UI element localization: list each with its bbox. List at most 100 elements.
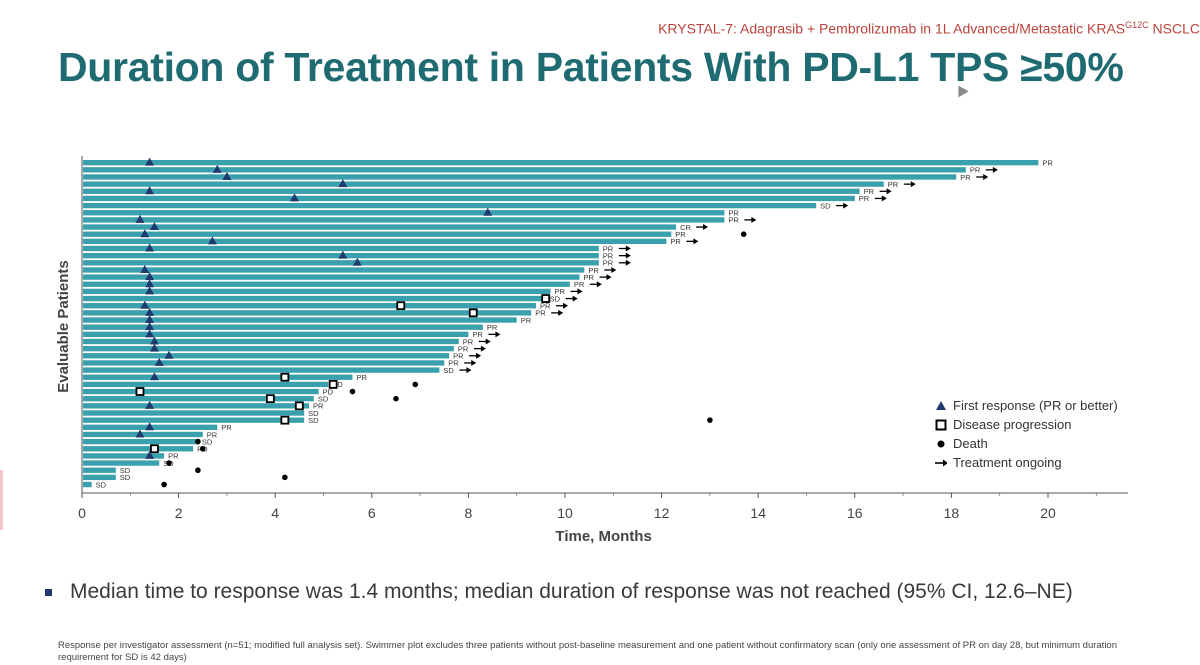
x-tick-label: 8: [465, 505, 473, 521]
patient-bar: [83, 331, 469, 338]
ongoing-arrow-icon: [572, 295, 578, 302]
response-label: PR: [960, 173, 971, 182]
page-title: Duration of Treatment in Patients With P…: [58, 44, 1124, 90]
response-label: SD: [308, 416, 319, 425]
swimmer-chart: 0 2 4 6 8 10 12 14 16 18 20 Time, Months Evaluable P…: [55, 156, 1128, 545]
triangle-icon: [935, 400, 947, 411]
first-response-marker: [135, 214, 145, 223]
first-response-marker: [145, 307, 155, 316]
progression-marker: [541, 294, 551, 303]
dot-icon: [935, 438, 947, 450]
patient-bar: [83, 360, 445, 366]
ongoing-arrow-icon: [625, 259, 631, 266]
patient-bar: [83, 288, 551, 295]
death-marker: [166, 460, 172, 466]
first-response-marker: [145, 450, 155, 459]
patient-bar: [83, 453, 165, 459]
legend-progression-label: Disease progression: [953, 417, 1072, 432]
death-marker: [412, 381, 419, 388]
response-label: PR: [453, 352, 464, 361]
response-label: SD: [202, 437, 213, 446]
death-marker: [161, 481, 167, 488]
death-marker: [195, 438, 201, 445]
legend-ongoing: Treatment ongoing: [935, 453, 1118, 472]
progression-marker: [265, 394, 275, 404]
patient-bar: [83, 317, 517, 323]
square-icon: [935, 419, 947, 431]
ongoing-arrow-icon: [596, 281, 602, 288]
first-response-marker: [212, 164, 222, 173]
first-response-marker: [140, 229, 150, 238]
patient-bar: [83, 231, 672, 237]
summary-text: Median time to response was 1.4 months; …: [70, 580, 1073, 603]
patient-bar: [83, 474, 116, 481]
response-label: PR: [859, 194, 870, 203]
response-label: PR: [675, 230, 686, 239]
death-marker: [195, 467, 201, 474]
x-tick-label: 12: [654, 505, 670, 521]
edge-marker: [0, 470, 3, 530]
ongoing-arrow-icon: [693, 238, 699, 245]
response-label: PR: [603, 244, 614, 253]
response-label: PR: [521, 316, 532, 325]
progression-marker: [280, 372, 290, 382]
x-tick-label: 10: [557, 505, 573, 521]
chart-legend: First response (PR or better) Disease pr…: [935, 396, 1118, 472]
ongoing-arrow-icon: [983, 173, 989, 180]
death-marker: [740, 231, 747, 237]
response-label: SD: [820, 201, 831, 210]
footnote: Response per investigator assessment (n=…: [58, 640, 1117, 663]
first-response-marker: [145, 315, 155, 324]
patient-bar: [83, 396, 314, 402]
x-tick-label: 0: [78, 505, 86, 521]
progression-marker: [135, 387, 145, 396]
response-label: PR: [448, 359, 459, 368]
first-response-marker: [145, 272, 155, 281]
first-response-marker: [145, 422, 155, 431]
ongoing-arrow-icon: [625, 245, 631, 252]
first-response-marker: [352, 257, 362, 266]
patient-bar: [83, 167, 966, 173]
patient-bar: [83, 403, 310, 409]
progression-marker: [328, 379, 338, 389]
x-tick-label: 2: [175, 505, 183, 521]
first-response-marker: [140, 300, 150, 309]
ongoing-arrow-icon: [886, 188, 892, 195]
legend-death: Death: [935, 434, 1118, 453]
patient-bar: [83, 245, 599, 252]
death-marker: [707, 417, 713, 423]
response-label: SD: [96, 480, 107, 489]
summary-bullet: Median time to response was 1.4 months; …: [45, 580, 1073, 604]
ongoing-arrow-icon: [476, 352, 482, 359]
first-response-marker: [164, 350, 174, 359]
patient-bar: [83, 446, 194, 452]
first-response-marker: [222, 171, 232, 180]
trial-tail: NSCLC: [1148, 20, 1200, 37]
ongoing-arrow-icon: [843, 202, 849, 209]
first-response-marker: [149, 343, 159, 352]
response-label: CR: [680, 223, 691, 232]
ongoing-arrow-icon: [495, 331, 501, 338]
patient-bar: [83, 303, 537, 309]
response-label: PR: [728, 209, 739, 218]
patient-bar: [83, 310, 532, 316]
ongoing-arrow-icon: [606, 274, 612, 281]
response-label: PR: [864, 187, 875, 196]
progression-marker: [294, 401, 304, 411]
response-label: PR: [588, 266, 599, 275]
first-response-marker: [207, 236, 217, 245]
x-tick-label: 4: [271, 505, 279, 521]
first-response-marker: [145, 400, 155, 409]
first-response-marker: [154, 357, 164, 366]
response-label: PR: [1042, 158, 1053, 167]
response-label: PR: [670, 237, 681, 246]
patient-bar: [83, 195, 855, 202]
patient-bar: [83, 295, 546, 302]
first-response-marker: [135, 429, 145, 438]
progression-marker: [150, 444, 159, 454]
response-label: PR: [356, 373, 367, 382]
first-response-marker: [290, 193, 300, 202]
bullet-square-icon: [45, 588, 52, 596]
progression-marker: [280, 415, 290, 425]
progression-marker: [468, 308, 478, 318]
